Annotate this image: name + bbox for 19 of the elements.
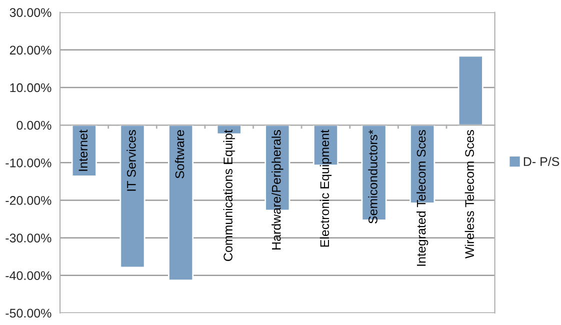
y-tick-label: -50.00% [6, 308, 52, 318]
x-tick-label: Communications Equipt [223, 130, 235, 261]
x-tick-label: Software [174, 130, 184, 178]
legend-label: D- P/S [524, 156, 560, 166]
x-tick-label: Wireless Telecom Sces [464, 130, 474, 259]
y-tick-label: -20.00% [6, 196, 52, 205]
x-tick-label: Internet [78, 130, 88, 171]
x-tick-label: Hardware/Peripherals [272, 130, 284, 250]
y-tick-label: 30.00% [10, 8, 52, 17]
y-tick-label: 20.00% [10, 46, 52, 55]
x-tick-label: IT Services [126, 130, 136, 191]
x-tick-label: Electronic Equipment [320, 130, 332, 247]
y-tick-label: -10.00% [6, 158, 52, 168]
y-tick-label: 0.00% [16, 120, 52, 130]
x-tick-label: Semiconductors* [368, 130, 378, 224]
y-tick-label: -40.00% [6, 271, 52, 280]
x-tick-label: Integrated Telecom Sces [416, 130, 428, 266]
y-tick-label: -30.00% [6, 234, 52, 242]
y-tick-label: 10.00% [10, 83, 52, 92]
